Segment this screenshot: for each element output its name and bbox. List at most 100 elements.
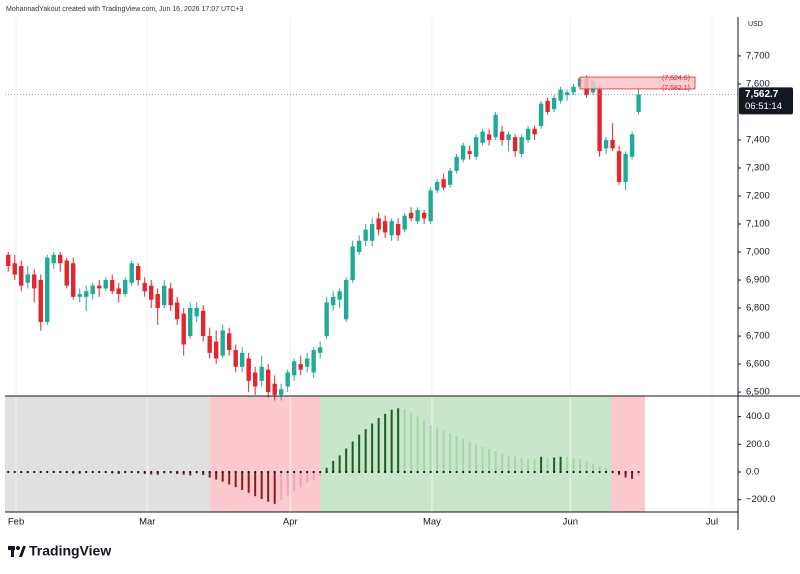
histogram-bar [241, 471, 244, 490]
zero-dot [429, 470, 432, 474]
zero-dot [111, 470, 114, 474]
x-tick-label: Jun [563, 517, 578, 528]
zero-dot [247, 470, 250, 474]
candle-body [58, 254, 63, 264]
histogram-bar [267, 471, 270, 502]
candle-body [168, 288, 173, 306]
candle-body [317, 347, 323, 353]
zero-dot [163, 470, 166, 474]
histogram-bar [254, 471, 257, 497]
candle-body [187, 308, 193, 337]
histogram-bar [182, 471, 185, 475]
x-tick-label: Jul [706, 517, 718, 528]
candle-body [278, 389, 284, 395]
candle-body [506, 134, 511, 140]
zero-dot [384, 470, 387, 474]
zero-dot [377, 470, 380, 474]
candle-body [473, 137, 479, 157]
zero-dot [286, 470, 289, 474]
zero-dot [91, 470, 94, 474]
zero-dot [364, 470, 367, 474]
last-price-label: 7,562.7 [745, 89, 779, 100]
candle-body [421, 212, 427, 219]
zero-dot [189, 470, 192, 474]
histogram-bar [299, 471, 302, 488]
candle-body [350, 246, 355, 281]
y-tick-label: 6,700 [746, 331, 770, 342]
candle-body [551, 97, 557, 110]
candle-body [162, 285, 167, 306]
zero-dot [260, 470, 263, 474]
histogram-bar [501, 453, 504, 472]
y-tick-label: 7,700 [746, 50, 770, 61]
candle-body [408, 212, 414, 219]
histogram-bar [338, 455, 341, 472]
histogram-bar [280, 471, 283, 500]
histogram-bar [377, 418, 380, 472]
candle-body [246, 358, 251, 381]
candle-body [525, 128, 531, 140]
zero-dot [234, 470, 237, 474]
zero-dot [169, 470, 172, 474]
y-tick-label: 0.0 [746, 467, 759, 478]
histogram-bar [507, 455, 510, 472]
histogram-bar [585, 460, 588, 472]
candle-body [45, 257, 50, 323]
candle-body [519, 137, 524, 154]
zero-dot [20, 470, 23, 474]
candle-body [181, 313, 186, 345]
zero-dot [325, 470, 328, 474]
zero-dot [85, 470, 88, 474]
zero-dot [585, 470, 588, 474]
candle-body [343, 280, 349, 320]
candle-body [51, 254, 56, 264]
last-price-tag [739, 87, 793, 115]
zero-dot [338, 470, 341, 474]
histogram-bar [215, 471, 218, 480]
candle-body [110, 280, 115, 292]
candle-body [571, 86, 576, 93]
y-tick-label: 7,400 [746, 134, 770, 145]
candle-body [103, 280, 108, 289]
histogram-bar [403, 409, 406, 472]
candle-body [415, 210, 420, 222]
histogram-bar [234, 471, 237, 488]
zero-dot [78, 470, 81, 474]
candle-body [447, 170, 453, 185]
histogram-bar [514, 456, 517, 472]
y-tick-label: 7,200 [746, 191, 770, 202]
level-label: (7,582.1) [662, 85, 690, 92]
candle-body [369, 224, 375, 241]
zero-dot [124, 470, 127, 474]
zero-dot [273, 470, 276, 474]
zero-dot [436, 470, 439, 474]
histogram-bar [605, 468, 608, 472]
zero-dot [182, 470, 185, 474]
histogram-bar [364, 429, 367, 472]
candle-body [84, 291, 89, 297]
zero-dot [195, 470, 198, 474]
y-tick-label: 7,600 [746, 78, 770, 89]
candle-body [402, 215, 407, 230]
candle-body [382, 221, 388, 233]
candle-body [356, 240, 362, 253]
candle-body [610, 139, 615, 149]
histogram-bar [319, 471, 322, 477]
zero-dot [475, 470, 478, 474]
zero-dot [637, 470, 640, 474]
histogram-bar [598, 466, 601, 472]
histogram-bar [351, 441, 354, 472]
candle-body [538, 103, 544, 126]
histogram-bar [312, 471, 315, 480]
brand: TradingView [29, 543, 111, 559]
histogram-bar [358, 434, 361, 472]
zero-dot [488, 470, 491, 474]
histogram-bar [481, 447, 484, 472]
countdown: 06:51:14 [745, 101, 782, 112]
histogram-bar [208, 471, 211, 478]
candle-body [623, 153, 628, 182]
zero-dot [202, 470, 205, 474]
candle-body [532, 128, 537, 135]
zero-dot [501, 470, 504, 474]
